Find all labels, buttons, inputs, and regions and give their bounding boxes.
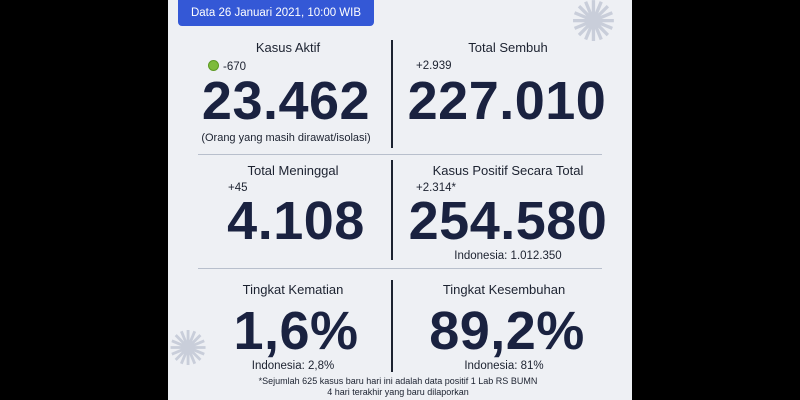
footnote: *Sejumlah 625 kasus baru hari ini adalah… (228, 376, 568, 398)
kasus-aktif-delta-value: -670 (223, 61, 247, 73)
total-sembuh-label: Total Sembuh (468, 40, 548, 55)
kasus-aktif-value: 23.462 (201, 71, 371, 131)
kasus-positif-label: Kasus Positif Secara Total (432, 163, 584, 178)
total-sembuh-value: 227.010 (407, 71, 607, 131)
total-meninggal-delta: +45 (228, 182, 248, 194)
date-banner: Data 26 Januari 2021, 10:00 WIB (178, 0, 374, 26)
column-divider (391, 280, 393, 372)
row-divider (198, 268, 602, 269)
kasus-aktif-delta: -670 (208, 60, 246, 73)
footnote-line-1: *Sejumlah 625 kasus baru hari ini adalah… (258, 376, 538, 386)
virus-decoration-icon: ✺ (168, 323, 209, 376)
tingkat-kesembuhan-indonesia: Indonesia: 81% (464, 360, 544, 372)
kasus-positif-delta: +2.314* (416, 182, 456, 194)
kasus-aktif-label: Kasus Aktif (255, 40, 321, 55)
footnote-line-2: 4 hari terakhir yang baru dilaporkan (327, 387, 469, 397)
total-meninggal-label: Total Meninggal (247, 163, 339, 178)
total-meninggal-value: 4.108 (227, 191, 365, 251)
total-sembuh-delta: +2.939 (416, 60, 452, 72)
kasus-aktif-note: (Orang yang masih dirawat/isolasi) (201, 132, 371, 144)
tingkat-kematian-label: Tingkat Kematian (242, 282, 344, 297)
decrease-indicator-icon (208, 60, 219, 71)
tingkat-kesembuhan-value: 89,2% (429, 301, 585, 361)
column-divider (391, 40, 393, 148)
kasus-positif-value: 254.580 (408, 191, 608, 251)
tingkat-kematian-value: 1,6% (233, 301, 359, 361)
row-divider (198, 154, 602, 155)
kasus-positif-indonesia: Indonesia: 1.012.350 (454, 250, 562, 262)
tingkat-kematian-indonesia: Indonesia: 2,8% (251, 360, 335, 372)
tingkat-kesembuhan-label: Tingkat Kesembuhan (442, 282, 566, 297)
column-divider (391, 160, 393, 260)
virus-decoration-icon: ✺ (570, 0, 617, 53)
stats-card: Data 26 Januari 2021, 10:00 WIB ✺ ✺ Kasu… (168, 0, 632, 400)
